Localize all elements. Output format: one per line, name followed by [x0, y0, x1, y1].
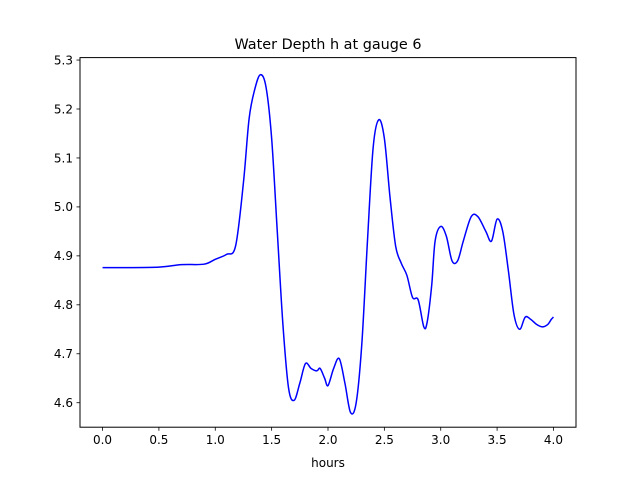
- chart-title: Water Depth h at gauge 6: [234, 37, 421, 53]
- x-tick-label: 4.0: [544, 433, 563, 447]
- x-tick-label: 3.0: [431, 433, 450, 447]
- series-line: [102, 73, 555, 415]
- y-tick-label: 4.6: [54, 396, 73, 410]
- series-layer: [102, 73, 555, 415]
- x-axis-ticks: 0.0 0.5 1.0 1.5 2.0 2.5 3.0 3.5 4.0: [93, 427, 563, 447]
- x-axis-label: hours: [311, 456, 345, 470]
- y-tick-label: 5.0: [54, 200, 73, 214]
- y-tick-label: 4.7: [54, 347, 73, 361]
- y-axis-ticks: 4.6 4.7 4.8 4.9 5.0 5.1 5.2 5.3: [54, 53, 80, 410]
- x-tick-label: 0.0: [93, 433, 112, 447]
- x-tick-label: 0.5: [149, 433, 168, 447]
- y-tick-label: 5.1: [54, 151, 73, 165]
- y-tick-label: 4.8: [54, 298, 73, 312]
- x-tick-label: 2.5: [375, 433, 394, 447]
- x-tick-label: 1.0: [206, 433, 225, 447]
- x-tick-label: 1.5: [262, 433, 281, 447]
- plot-frame: [79, 57, 577, 428]
- y-tick-label: 5.3: [54, 53, 73, 67]
- y-tick-label: 4.9: [54, 249, 73, 263]
- y-tick-label: 5.2: [54, 102, 73, 116]
- x-tick-label: 3.5: [488, 433, 507, 447]
- x-tick-label: 2.0: [318, 433, 337, 447]
